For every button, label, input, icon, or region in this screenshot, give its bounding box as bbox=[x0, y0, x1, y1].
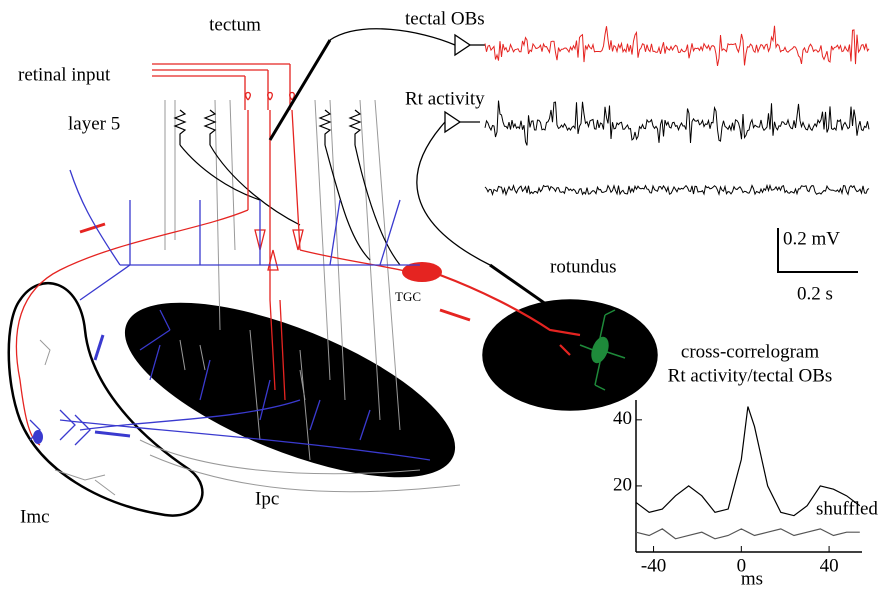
label-tectum: tectum bbox=[209, 14, 261, 35]
decoration bbox=[329, 28, 456, 46]
y-tick-label: 20 bbox=[613, 474, 632, 495]
trace-noise bbox=[484, 183, 870, 197]
label-rt-activity: Rt activity bbox=[405, 88, 485, 109]
decoration bbox=[439, 308, 471, 322]
label-ipc: Ipc bbox=[255, 488, 279, 509]
decoration bbox=[139, 329, 461, 493]
imc-cell bbox=[33, 430, 43, 444]
decoration bbox=[69, 169, 420, 301]
decoration bbox=[179, 144, 401, 266]
decoration bbox=[245, 91, 295, 101]
series-line bbox=[635, 528, 860, 540]
traces bbox=[484, 25, 870, 197]
decoration bbox=[79, 222, 106, 234]
red-pathway bbox=[15, 63, 581, 446]
trace-rt bbox=[484, 100, 870, 146]
chart-subtitle: Rt activity/tectal OBs bbox=[668, 365, 833, 386]
scale-voltage: 0.2 mV bbox=[783, 228, 840, 249]
tgc-cell bbox=[402, 262, 442, 282]
decoration bbox=[444, 110, 462, 134]
imc-outline bbox=[7, 282, 204, 517]
trace-tectal bbox=[484, 25, 870, 66]
correlogram: 20 40 -40 0 40 shuffled bbox=[613, 400, 878, 576]
decoration bbox=[94, 430, 131, 438]
x-axis-label: ms bbox=[741, 568, 763, 589]
x-tick-label: 40 bbox=[820, 555, 839, 576]
scale-bars bbox=[777, 228, 858, 273]
x-tick-label: 0 bbox=[737, 555, 747, 576]
circuit-diagram bbox=[7, 28, 858, 517]
ipc-outline bbox=[124, 302, 456, 478]
series-line bbox=[635, 406, 861, 517]
y-tick-label: 40 bbox=[613, 408, 632, 429]
decoration bbox=[579, 309, 626, 391]
label-imc: Imc bbox=[20, 506, 50, 527]
decoration bbox=[348, 109, 362, 145]
label-rotundus: rotundus bbox=[550, 256, 617, 277]
decoration bbox=[93, 334, 105, 361]
label-retinal-input: retinal input bbox=[18, 64, 111, 85]
decoration bbox=[203, 109, 217, 145]
decoration bbox=[268, 39, 332, 141]
label-tectal-obs: tectal OBs bbox=[405, 8, 485, 29]
decoration bbox=[454, 33, 472, 57]
coils bbox=[173, 109, 401, 266]
series-label: shuffled bbox=[816, 499, 878, 520]
decoration bbox=[591, 336, 609, 364]
decoration bbox=[439, 273, 581, 356]
decoration bbox=[59, 309, 431, 461]
chart-title: cross-correlogram bbox=[681, 341, 819, 362]
x-tick-label: -40 bbox=[641, 555, 666, 576]
decoration bbox=[173, 109, 187, 145]
decoration bbox=[39, 339, 306, 496]
decoration bbox=[15, 109, 301, 446]
blue-pathway bbox=[29, 169, 431, 461]
rotundal-cell bbox=[579, 309, 626, 391]
decoration bbox=[489, 263, 584, 332]
decoration bbox=[416, 121, 491, 266]
scale-time: 0.2 s bbox=[797, 283, 833, 304]
decoration bbox=[269, 249, 411, 401]
decoration bbox=[318, 109, 332, 145]
electrodes bbox=[268, 28, 584, 332]
decoration bbox=[254, 229, 304, 271]
label-layer5: layer 5 bbox=[68, 113, 120, 134]
decoration bbox=[152, 63, 291, 110]
label-tgc: TGC bbox=[395, 289, 421, 304]
